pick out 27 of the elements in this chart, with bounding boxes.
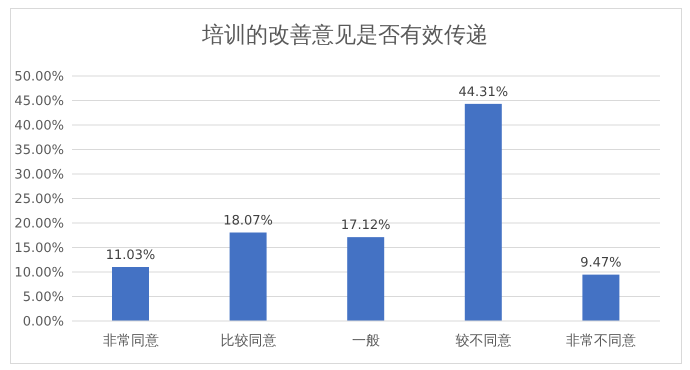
y-tick-label: 5.00% — [22, 290, 64, 306]
chart-title: 培训的改善意见是否有效传递 — [201, 22, 489, 50]
bar — [112, 266, 149, 321]
x-tick-label: 非常不同意 — [566, 332, 636, 349]
y-tick-label: 25.00% — [14, 192, 64, 208]
y-tick-label: 10.00% — [14, 266, 64, 281]
x-tick-label: 比较同意 — [220, 332, 276, 349]
x-tick-label: 非常同意 — [102, 332, 159, 349]
bar — [464, 104, 502, 321]
x-tick-label: 一般 — [352, 332, 380, 349]
x-tick-label: 较不同意 — [456, 332, 512, 349]
y-tick-label: 0.00% — [22, 314, 64, 330]
data-label: 9.47% — [580, 256, 622, 271]
data-label: 18.07% — [223, 213, 273, 228]
y-tick-label: 45.00% — [14, 94, 64, 110]
data-label: 11.03% — [106, 248, 156, 263]
y-tick-label: 50.00% — [14, 70, 64, 85]
data-label: 44.31% — [458, 84, 508, 100]
y-tick-label: 35.00% — [14, 143, 64, 158]
data-label: 17.12% — [340, 218, 390, 234]
bar — [582, 274, 620, 321]
y-tick-label: 20.00% — [14, 216, 64, 232]
bar — [230, 232, 267, 321]
bar — [347, 237, 384, 321]
y-tick-label: 15.00% — [14, 241, 64, 256]
y-tick-label: 40.00% — [14, 118, 64, 134]
y-tick-label: 30.00% — [14, 168, 64, 183]
